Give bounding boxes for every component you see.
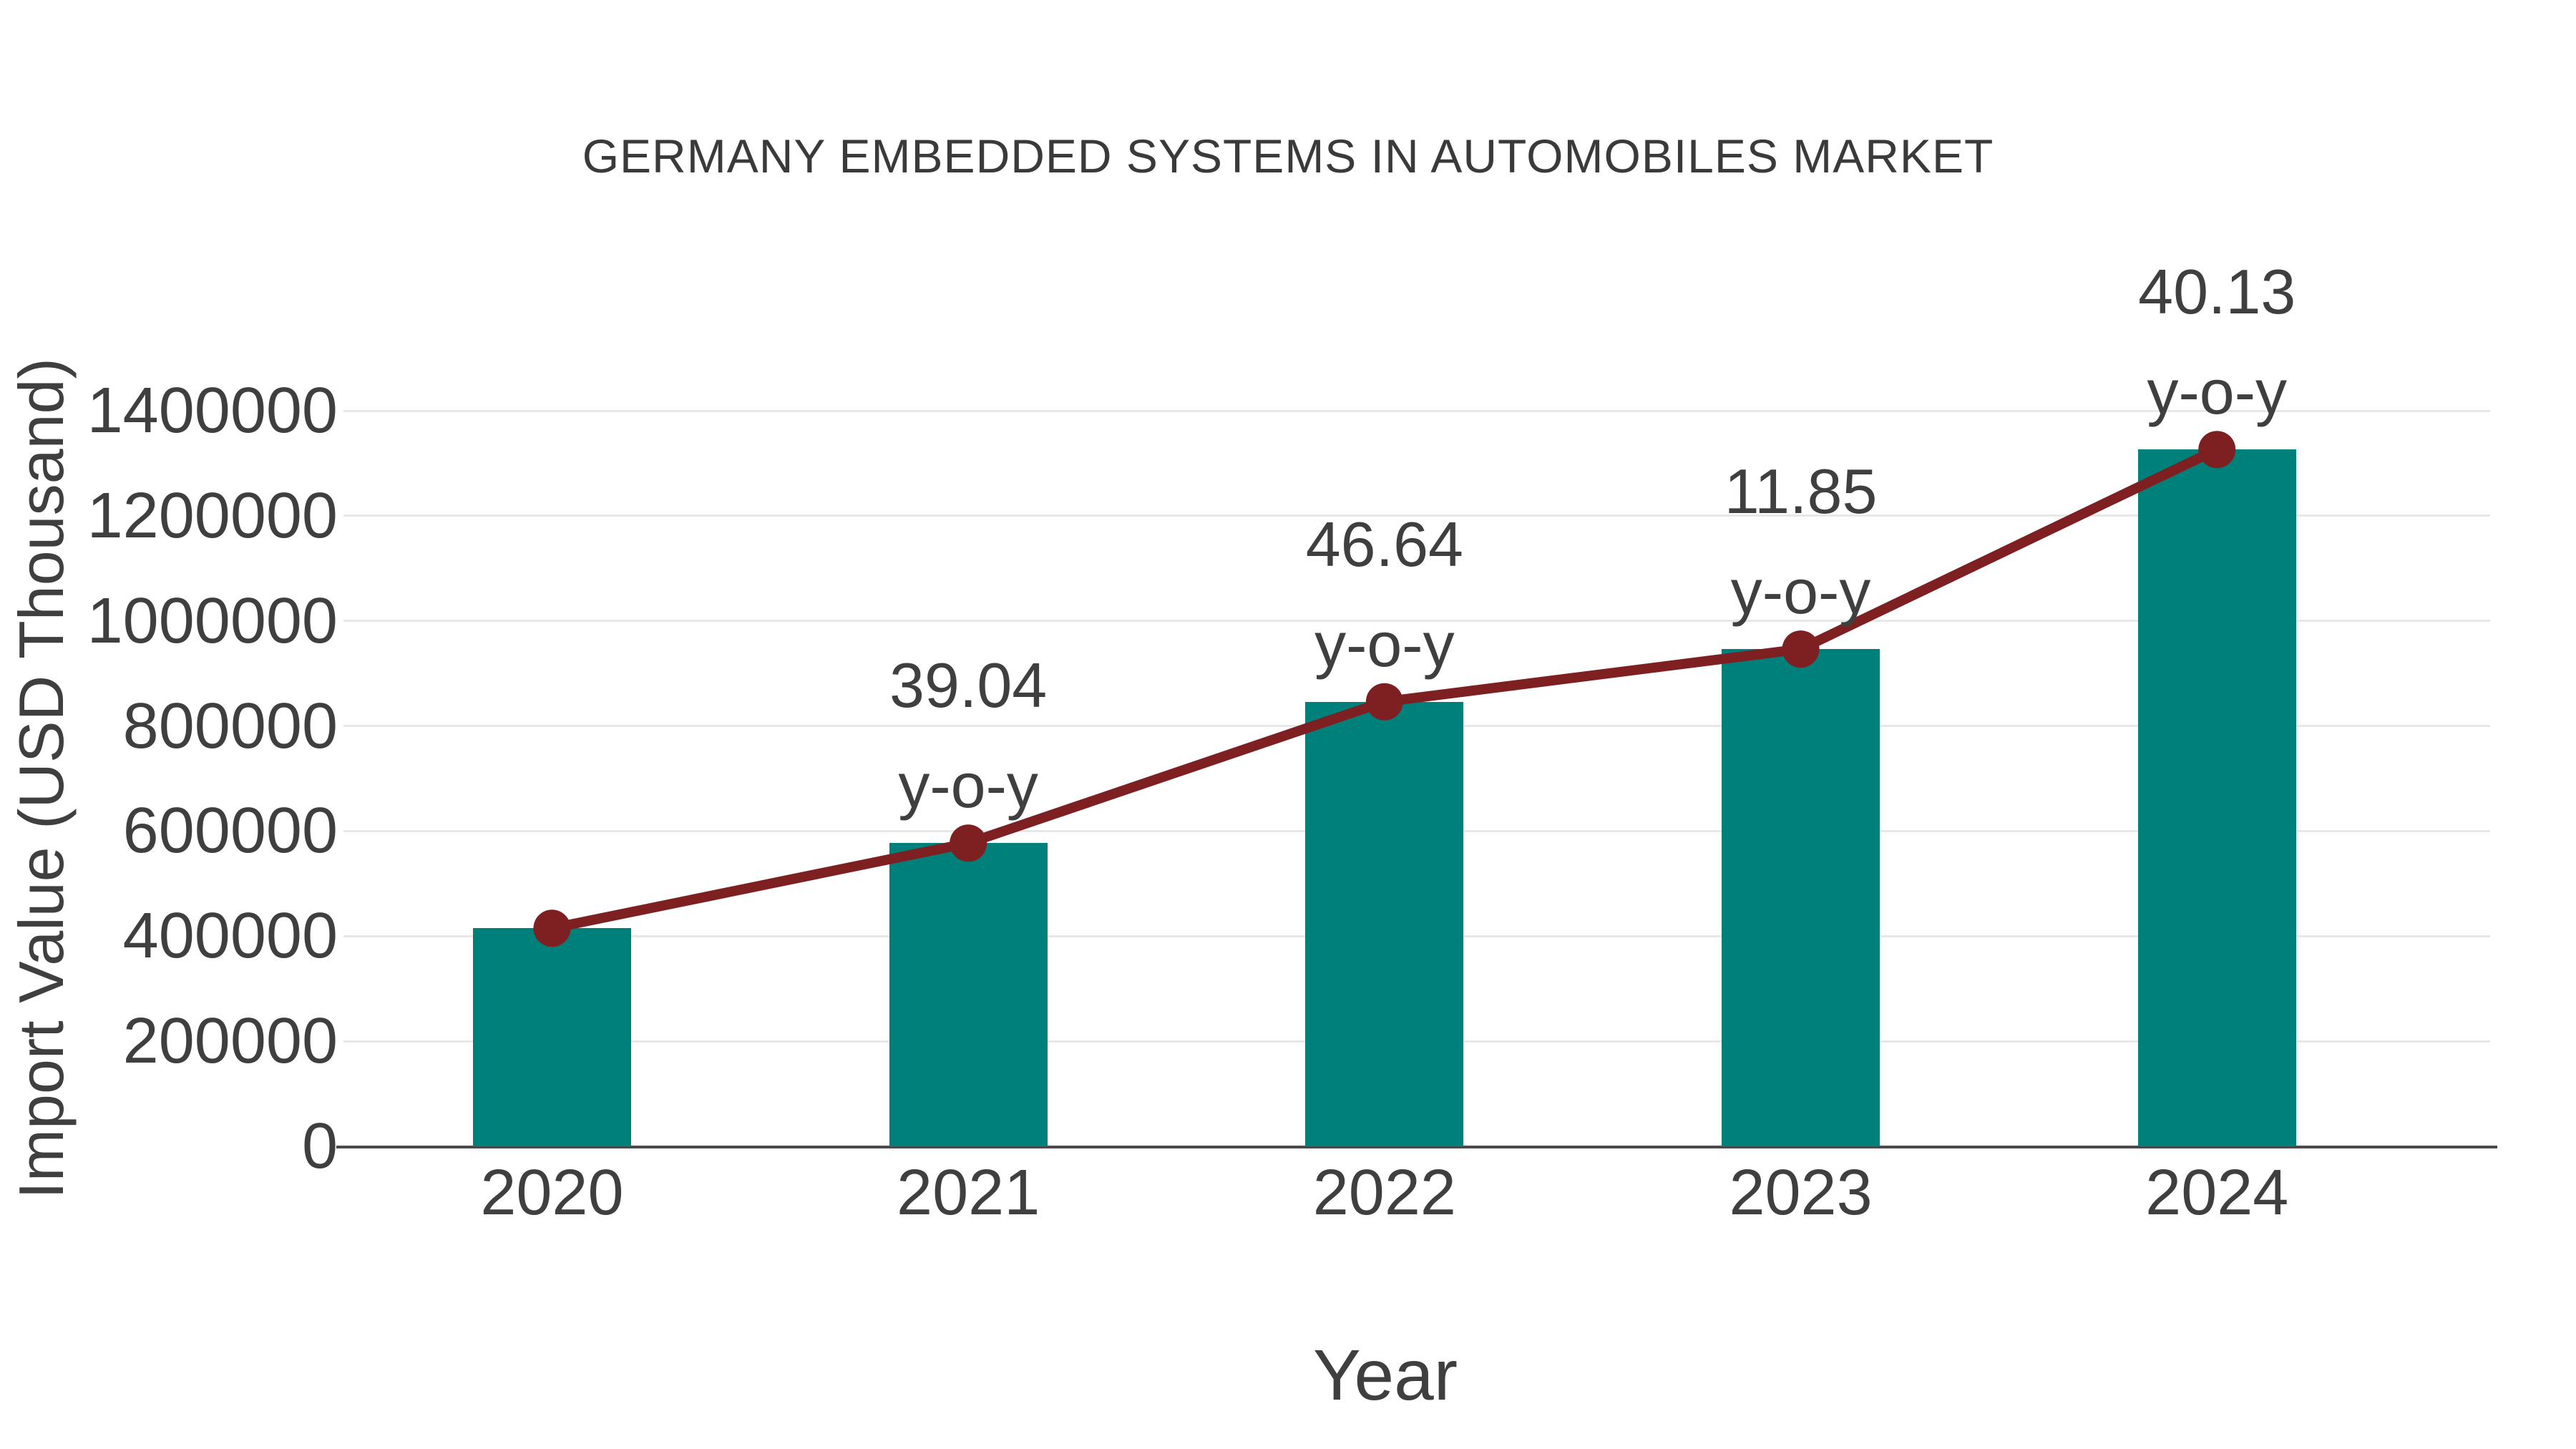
annotation-suffix: y-o-y xyxy=(1314,608,1455,680)
x-tick-label-2020: 2020 xyxy=(480,1157,624,1229)
chart-title: GERMANY EMBEDDED SYSTEMS IN AUTOMOBILES … xyxy=(582,130,1994,182)
annotation-suffix: y-o-y xyxy=(1730,556,1871,628)
annotation-suffix: y-o-y xyxy=(898,750,1038,821)
data-point-2022[interactable] xyxy=(1365,683,1403,721)
x-tick-label-2024: 2024 xyxy=(2145,1157,2289,1229)
gridline-1400000 xyxy=(343,409,2490,412)
data-point-2020[interactable] xyxy=(533,909,571,947)
annotation-2021: 39.04 y-o-y xyxy=(889,635,1047,836)
gridline-1200000 xyxy=(343,514,2490,517)
y-tick-label-0: 0 xyxy=(301,1111,338,1182)
bar-2023[interactable] xyxy=(1722,649,1880,1146)
annotation-2024: 40.13 y-o-y xyxy=(2138,242,2296,442)
x-axis-line xyxy=(336,1145,2497,1148)
x-tick-label-2021: 2021 xyxy=(897,1157,1040,1229)
x-tick-label-2023: 2023 xyxy=(1729,1157,1873,1229)
annotation-value: 11.85 xyxy=(1724,456,1878,527)
data-point-2021[interactable] xyxy=(950,824,987,862)
annotation-suffix: y-o-y xyxy=(2147,356,2288,428)
y-tick-label-800000: 800000 xyxy=(122,690,338,762)
bar-2021[interactable] xyxy=(889,843,1048,1146)
annotation-2023: 11.85 y-o-y xyxy=(1724,441,1878,642)
x-axis-title: Year xyxy=(1312,1335,1458,1415)
y-tick-label-1200000: 1200000 xyxy=(87,479,338,552)
y-tick-label-600000: 600000 xyxy=(122,795,338,867)
y-tick-label-1000000: 1000000 xyxy=(87,585,338,657)
annotation-2022: 46.64 y-o-y xyxy=(1306,494,1463,695)
y-tick-label-1400000: 1400000 xyxy=(87,375,338,447)
gridline-1000000 xyxy=(343,620,2490,623)
annotation-value: 39.04 xyxy=(889,650,1048,721)
bar-2024[interactable] xyxy=(2137,449,2296,1146)
y-tick-label-200000: 200000 xyxy=(122,1005,338,1078)
annotation-value: 40.13 xyxy=(2138,256,2296,328)
x-tick-label-2022: 2022 xyxy=(1312,1157,1456,1229)
data-point-2024[interactable] xyxy=(2198,431,2236,469)
y-tick-label-400000: 400000 xyxy=(122,900,338,972)
data-point-2023[interactable] xyxy=(1782,630,1820,668)
bar-2022[interactable] xyxy=(1305,701,1464,1146)
annotation-value: 46.64 xyxy=(1305,508,1463,580)
bar-2020[interactable] xyxy=(472,928,631,1146)
